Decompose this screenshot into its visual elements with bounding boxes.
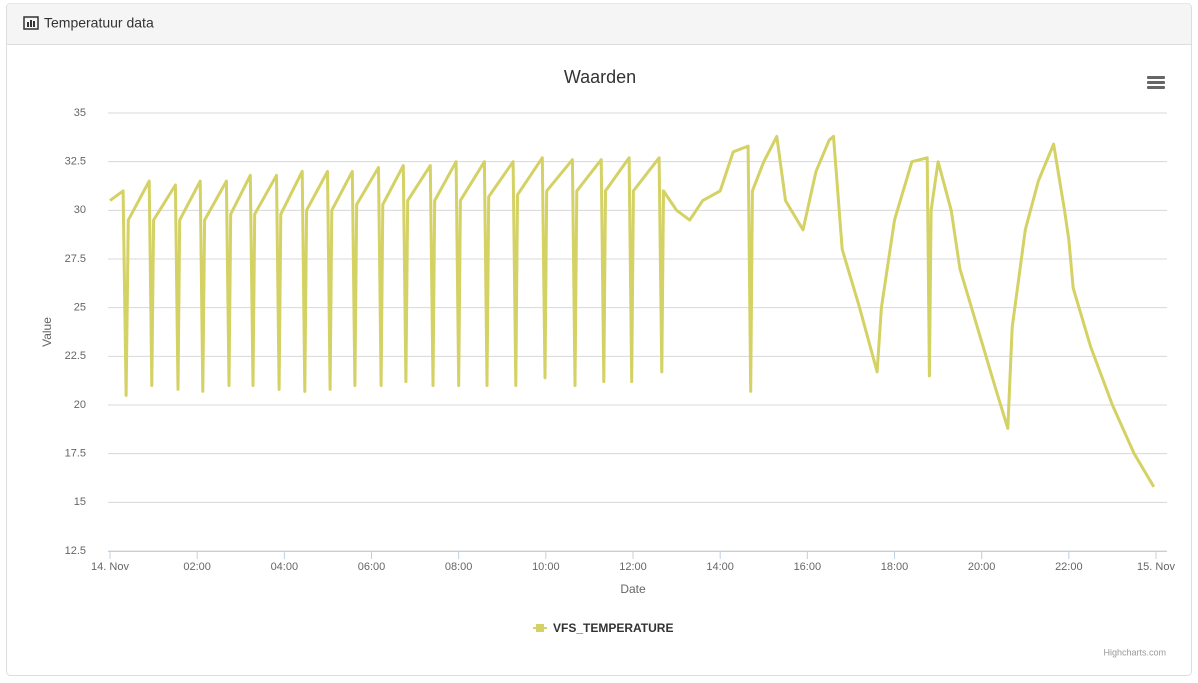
y-tick-label: 25 xyxy=(74,302,86,314)
x-tick-label: 14:00 xyxy=(706,561,734,573)
y-tick-label: 27.5 xyxy=(65,253,86,265)
x-tick-label: 04:00 xyxy=(271,561,299,573)
y-tick-label: 35 xyxy=(74,107,86,119)
x-tick-label: 08:00 xyxy=(445,561,473,573)
legend-label[interactable]: VFS_TEMPERATURE xyxy=(553,621,673,635)
y-tick-label: 12.5 xyxy=(65,545,86,557)
credits[interactable]: Highcharts.com xyxy=(1103,647,1166,657)
panel-title: Temperatuur data xyxy=(44,15,154,31)
x-tick-label: 20:00 xyxy=(968,561,996,573)
y-axis-title: Value xyxy=(40,317,54,347)
panel xyxy=(6,3,1192,676)
x-axis-title: Date xyxy=(620,582,646,596)
y-tick-label: 20 xyxy=(74,399,86,411)
y-tick-label: 32.5 xyxy=(65,156,86,168)
series-line xyxy=(109,134,1156,488)
menu-button[interactable] xyxy=(1147,76,1165,89)
chart-icon xyxy=(23,16,39,30)
x-tick-label: 18:00 xyxy=(881,561,909,573)
legend-symbol xyxy=(536,624,544,632)
y-tick-label: 22.5 xyxy=(65,350,86,362)
x-tick-label: 02:00 xyxy=(183,561,211,573)
y-tick-label: 30 xyxy=(74,204,86,216)
y-tick-label: 15 xyxy=(74,496,86,508)
y-tick-label: 17.5 xyxy=(65,448,86,460)
x-tick-label: 15. Nov xyxy=(1137,561,1175,573)
x-tick-label: 06:00 xyxy=(358,561,386,573)
x-tick-label: 22:00 xyxy=(1055,561,1083,573)
panel-header xyxy=(7,3,1191,44)
chart-title: Waarden xyxy=(564,67,636,87)
x-tick-label: 16:00 xyxy=(794,561,822,573)
x-tick-label: 14. Nov xyxy=(91,561,129,573)
x-tick-label: 10:00 xyxy=(532,561,560,573)
x-tick-label: 12:00 xyxy=(619,561,647,573)
